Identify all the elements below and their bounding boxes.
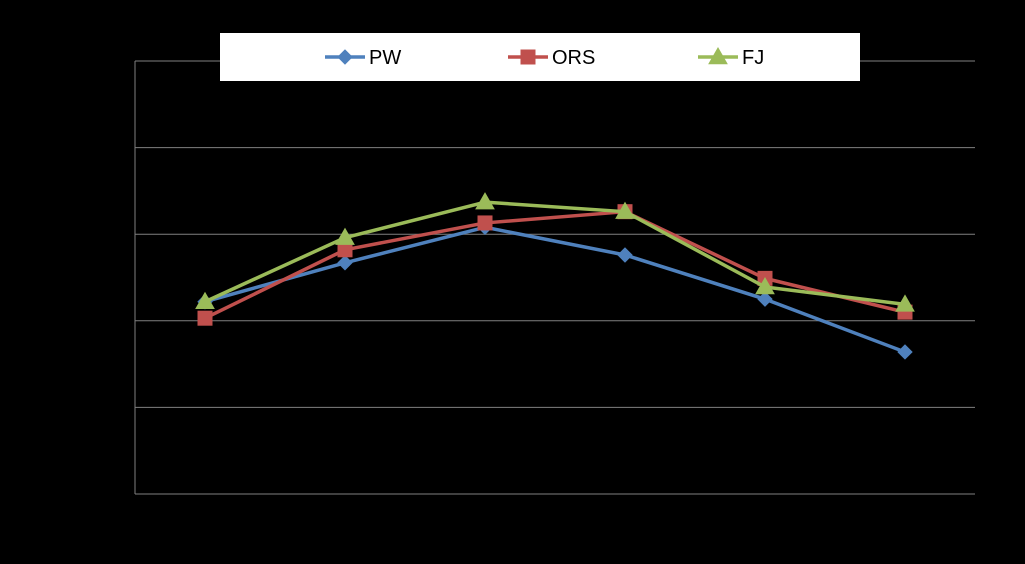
legend: PW ORS FJ — [220, 33, 860, 81]
legend-marker-ors — [520, 49, 536, 65]
legend-marker-fj — [708, 46, 728, 65]
series-fj — [195, 192, 915, 312]
legend-item-fj: FJ — [698, 46, 764, 69]
legend-marker-pw — [337, 49, 353, 65]
data-point-ors — [477, 215, 493, 231]
data-point-ors — [197, 310, 213, 326]
legend-label-fj: FJ — [742, 47, 764, 69]
series-line-pw — [204, 225, 906, 354]
data-point-pw — [337, 255, 353, 271]
series-line-ors — [204, 209, 906, 320]
legend-label-pw: PW — [369, 47, 401, 69]
data-point-fj — [195, 291, 215, 309]
data-point-fj — [895, 294, 915, 312]
data-point-fj — [755, 277, 775, 295]
legend-label-ors: ORS — [552, 47, 595, 69]
series-ors — [197, 204, 913, 326]
legend-item-pw: PW — [325, 47, 401, 69]
data-point-fj — [475, 192, 495, 210]
series-layer — [195, 192, 915, 360]
data-point-pw — [617, 247, 633, 263]
series-line-fj — [204, 200, 906, 307]
data-point-pw — [757, 291, 773, 307]
data-point-fj — [615, 201, 635, 219]
legend-item-ors: ORS — [508, 47, 595, 69]
data-point-pw — [897, 344, 913, 360]
data-point-fj — [335, 227, 355, 245]
